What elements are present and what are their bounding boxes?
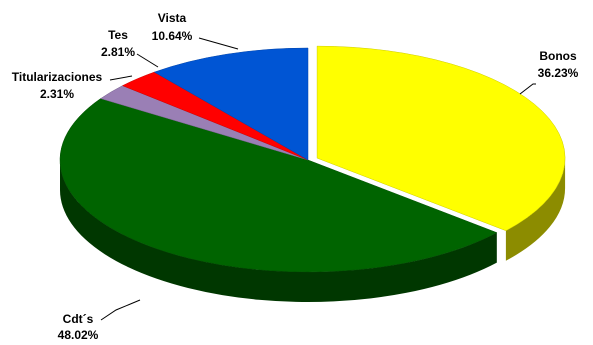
slice-side-1 bbox=[60, 160, 497, 302]
label-vista-name: Vista bbox=[158, 11, 187, 25]
slice-4 bbox=[153, 47, 309, 161]
label-cdts-value: 48.02% bbox=[58, 328, 99, 342]
slice-side-0 bbox=[505, 158, 566, 261]
label-tes-value: 2.81% bbox=[101, 45, 135, 59]
leader-bonos bbox=[519, 83, 536, 95]
label-vista-value: 10.64% bbox=[152, 29, 193, 43]
pie-sides bbox=[60, 158, 566, 302]
leader-cdts bbox=[100, 299, 141, 321]
leader-titularizaciones bbox=[109, 75, 133, 81]
label-bonos-value: 36.23% bbox=[538, 66, 579, 80]
pie-tops bbox=[59, 45, 566, 273]
label-titularizaciones-name: Titularizaciones bbox=[12, 70, 103, 84]
slice-0 bbox=[316, 45, 566, 231]
label-bonos-name: Bonos bbox=[539, 49, 577, 63]
label-titularizaciones-value: 2.31% bbox=[40, 87, 74, 101]
label-tes-name: Tes bbox=[108, 28, 128, 42]
label-cdts-name: Cdt´s bbox=[63, 312, 94, 326]
leader-vista bbox=[198, 37, 239, 50]
slice-1 bbox=[59, 98, 498, 273]
leader-tes bbox=[136, 53, 159, 68]
